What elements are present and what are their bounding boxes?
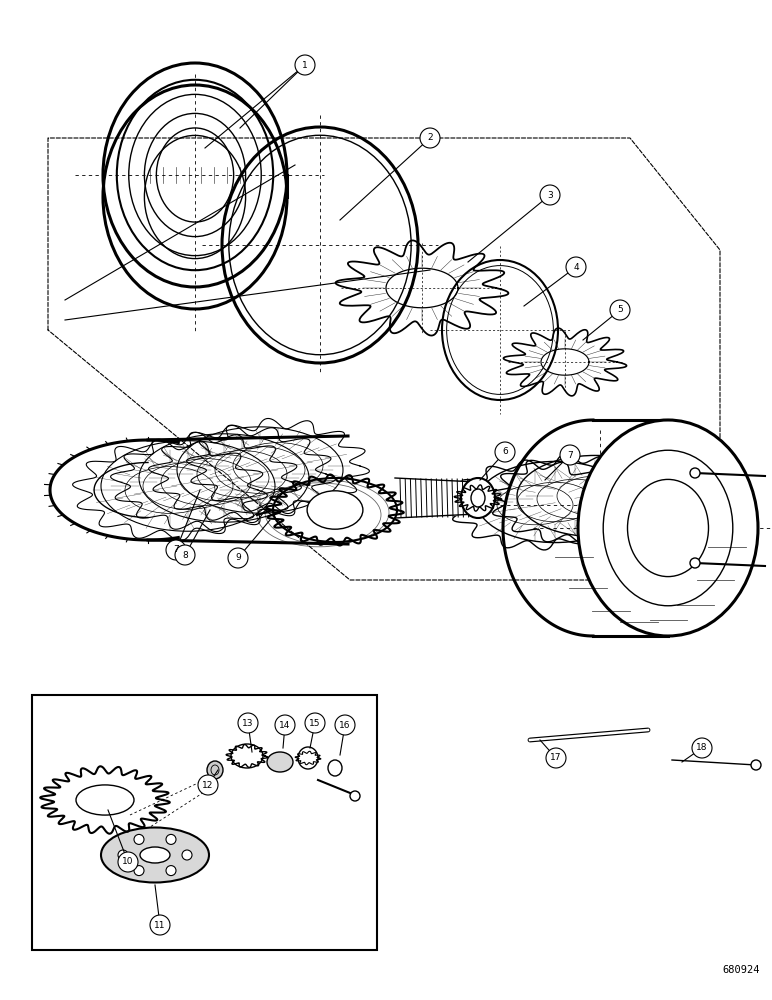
Ellipse shape	[578, 420, 758, 636]
Ellipse shape	[461, 478, 495, 518]
Bar	[32, 695, 377, 950]
Circle shape	[150, 915, 170, 935]
Circle shape	[495, 442, 515, 462]
Circle shape	[238, 713, 258, 733]
Text: 14: 14	[279, 720, 291, 730]
Ellipse shape	[307, 491, 363, 529]
Text: 16: 16	[339, 720, 350, 730]
Text: 4: 4	[573, 262, 579, 271]
Circle shape	[305, 713, 325, 733]
Circle shape	[228, 548, 248, 568]
Text: 2: 2	[427, 133, 433, 142]
Ellipse shape	[328, 760, 342, 776]
Text: 12: 12	[202, 780, 214, 790]
Ellipse shape	[207, 761, 223, 779]
Text: 18: 18	[696, 744, 708, 752]
Ellipse shape	[101, 828, 209, 882]
Circle shape	[118, 850, 128, 860]
Circle shape	[198, 775, 218, 795]
Polygon shape	[395, 478, 477, 518]
Text: 10: 10	[122, 857, 134, 866]
Text: 680924: 680924	[723, 965, 760, 975]
Text: 6: 6	[502, 448, 508, 456]
Text: 7: 7	[567, 450, 573, 460]
Circle shape	[350, 791, 360, 801]
Circle shape	[540, 185, 560, 205]
Circle shape	[182, 850, 192, 860]
Text: 1: 1	[302, 60, 308, 70]
Circle shape	[275, 715, 295, 735]
Circle shape	[566, 257, 586, 277]
Ellipse shape	[267, 752, 293, 772]
Circle shape	[166, 866, 176, 876]
Circle shape	[560, 445, 580, 465]
Text: 17: 17	[550, 754, 562, 762]
Circle shape	[690, 468, 700, 478]
Circle shape	[610, 300, 630, 320]
Circle shape	[546, 748, 566, 768]
Circle shape	[118, 852, 138, 872]
Circle shape	[166, 834, 176, 844]
Ellipse shape	[231, 744, 263, 768]
Ellipse shape	[298, 747, 318, 769]
Circle shape	[751, 760, 761, 770]
Circle shape	[134, 834, 144, 844]
Circle shape	[134, 866, 144, 876]
Ellipse shape	[140, 847, 170, 863]
Circle shape	[692, 738, 712, 758]
Circle shape	[335, 715, 355, 735]
Text: 13: 13	[242, 718, 254, 728]
Text: 8: 8	[182, 550, 188, 560]
Ellipse shape	[468, 487, 486, 509]
Text: 5: 5	[617, 306, 623, 314]
Text: 9: 9	[235, 554, 241, 562]
Text: 11: 11	[154, 920, 166, 930]
Circle shape	[166, 540, 186, 560]
Circle shape	[295, 55, 315, 75]
Circle shape	[175, 545, 195, 565]
Text: 3: 3	[547, 190, 553, 200]
Text: 15: 15	[310, 718, 320, 728]
Circle shape	[420, 128, 440, 148]
Text: 7: 7	[173, 546, 179, 554]
Circle shape	[690, 558, 700, 568]
